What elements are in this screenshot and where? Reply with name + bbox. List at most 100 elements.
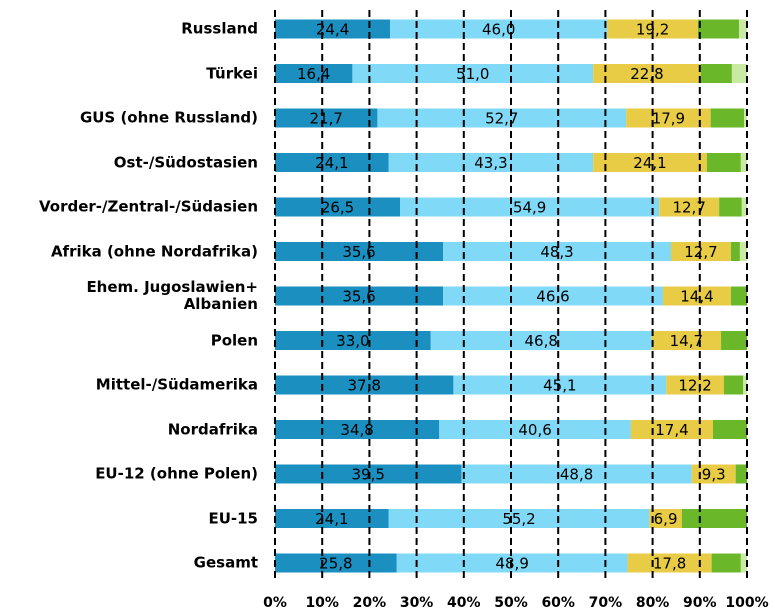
bar-segment <box>275 242 444 261</box>
value-label: 12,7 <box>672 199 705 217</box>
bar-segment <box>275 420 440 439</box>
value-label: 24,4 <box>316 21 349 39</box>
x-tick-label: 100% <box>725 595 768 611</box>
bar-segment <box>396 553 628 573</box>
value-label: 24,1 <box>633 154 666 172</box>
bar-segment <box>731 64 747 83</box>
value-label: 39,5 <box>352 466 385 484</box>
value-label: 25,8 <box>319 555 352 573</box>
bar-segment <box>719 197 742 217</box>
value-label: 14,4 <box>680 288 713 306</box>
x-tick-label: 30% <box>400 595 434 611</box>
bar-segment <box>700 64 732 83</box>
category-label: Nordafrika <box>167 420 258 438</box>
x-tick-label: 80% <box>636 595 670 611</box>
value-label: 43,3 <box>474 154 507 172</box>
category-label: Polen <box>210 331 258 349</box>
value-label: 51,0 <box>456 65 489 83</box>
value-label: 33,0 <box>336 332 369 350</box>
value-label: 35,6 <box>342 243 375 261</box>
category-label: Vorder-/Zentral-/Südasien <box>38 197 258 216</box>
bar-segment <box>377 108 627 128</box>
value-label: 46,6 <box>536 288 569 306</box>
category-label: GUS (ohne Russland) <box>79 108 258 127</box>
bar-segment <box>706 153 741 172</box>
bar-segment <box>430 331 652 350</box>
bar-segment <box>453 375 667 395</box>
bar-segment <box>593 64 701 83</box>
bar-segment <box>627 553 712 573</box>
category-label: Mittel-/Südamerika <box>95 375 258 394</box>
bar-segment <box>275 19 391 39</box>
category-label: Ehem. Jugoslawien+ Albanien <box>86 278 258 313</box>
bar-segment <box>275 331 431 350</box>
bar-segment <box>691 464 736 484</box>
bar-segment <box>671 242 731 261</box>
value-label: 46,0 <box>482 21 515 39</box>
category-label: Türkei <box>206 64 258 82</box>
value-label: 40,6 <box>518 421 551 439</box>
bar-segment <box>723 375 744 395</box>
value-label: 12,7 <box>684 243 717 261</box>
value-label: 22,8 <box>630 65 663 83</box>
value-label: 48,9 <box>495 555 528 573</box>
bar-segment <box>666 375 724 395</box>
x-tick-label: 90% <box>683 595 717 611</box>
value-label: 34,8 <box>340 421 373 439</box>
bar-segment <box>626 108 711 128</box>
value-label: 37,8 <box>348 377 381 395</box>
value-label: 35,6 <box>342 288 375 306</box>
category-label: EU-15 <box>208 509 258 527</box>
bar-segment <box>681 509 747 528</box>
bar-segment <box>743 375 747 395</box>
value-label: 19,2 <box>636 21 669 39</box>
value-label: 45,1 <box>543 377 576 395</box>
bar-segment <box>275 553 397 573</box>
value-label: 55,2 <box>502 510 535 528</box>
value-label: 6,9 <box>654 510 678 528</box>
value-label: 54,9 <box>513 199 546 217</box>
value-label: 46,8 <box>525 332 558 350</box>
bar-segment <box>713 420 747 439</box>
bar-segment <box>710 108 745 128</box>
x-tick-label: 20% <box>353 595 387 611</box>
bar-segment <box>275 375 454 395</box>
bar-segment <box>738 19 747 39</box>
value-label: 48,3 <box>540 243 573 261</box>
category-label: Russland <box>181 19 258 38</box>
value-label: 12,2 <box>678 377 711 395</box>
bar-segment <box>741 197 747 217</box>
bar-segment <box>275 286 444 306</box>
category-label: EU-12 (ohne Polen) <box>95 464 258 483</box>
bar-segment <box>744 108 747 128</box>
bar-segment <box>740 553 747 573</box>
value-label: 17,8 <box>653 555 686 573</box>
value-label: 16,4 <box>297 65 330 83</box>
value-label: 9,3 <box>702 466 726 484</box>
value-label: 26,5 <box>321 199 354 217</box>
x-tick-label: 0% <box>263 595 287 611</box>
bar-segment <box>730 242 740 261</box>
bar-segment <box>711 553 741 573</box>
x-tick-label: 50% <box>494 595 528 611</box>
bar-segment <box>443 286 663 306</box>
bar-segment <box>740 153 747 172</box>
x-tick-label: 70% <box>589 595 623 611</box>
bar-segment <box>735 464 747 484</box>
bar-segment <box>275 108 378 128</box>
bar-segment <box>439 420 631 439</box>
x-tick-label: 10% <box>305 595 339 611</box>
value-label: 14,7 <box>670 332 703 350</box>
value-label: 24,1 <box>315 510 348 528</box>
bar-segment <box>390 19 608 39</box>
bar-segment <box>593 153 707 172</box>
category-label: Ost-/Südostasien <box>113 153 258 171</box>
category-label: Afrika (ohne Nordafrika) <box>50 242 258 260</box>
category-label: Gesamt <box>193 553 258 572</box>
bar-segment <box>739 242 747 261</box>
bar-segment <box>697 19 739 39</box>
bar-segment <box>352 64 594 83</box>
bar-segment <box>662 286 731 306</box>
value-label: 21,7 <box>310 110 343 128</box>
